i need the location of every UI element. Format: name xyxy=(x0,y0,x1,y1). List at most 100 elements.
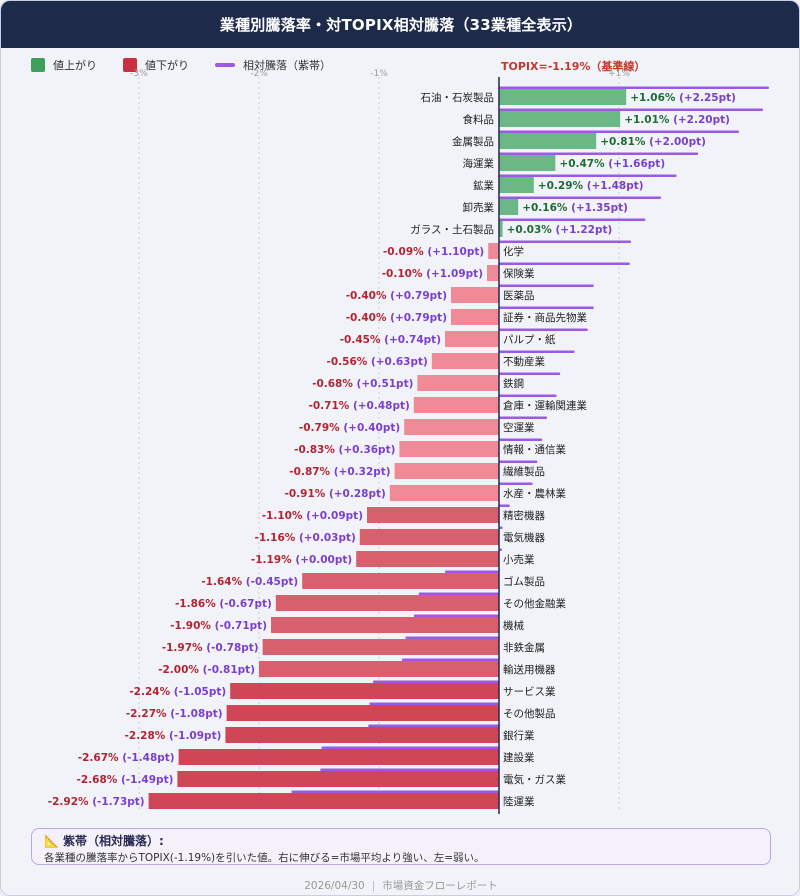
value-label-pct: +1.06% xyxy=(630,92,679,104)
header-bar: 業種別騰落率・対TOPIX相対騰落（33業種全表示） xyxy=(1,1,799,48)
category-label: ゴム製品 xyxy=(503,575,545,588)
value-label-rel: (+2.20pt) xyxy=(673,114,730,126)
value-label-pct: -0.40% xyxy=(346,312,390,324)
value-label-rel: (-0.67pt) xyxy=(219,598,271,610)
data-bar xyxy=(404,419,499,435)
data-bar xyxy=(148,793,499,809)
value-label: -2.68% (-1.49pt) xyxy=(77,774,174,786)
value-label-rel: (+0.36pt) xyxy=(339,444,396,456)
value-label: -1.86% (-0.67pt) xyxy=(175,598,272,610)
category-label: 倉庫・運輸関連業 xyxy=(503,399,587,412)
relative-band xyxy=(499,152,699,155)
x-tick-label: +1% xyxy=(608,69,630,79)
value-label: -0.40% (+0.79pt) xyxy=(346,290,447,302)
value-label-rel: (+2.00pt) xyxy=(649,136,706,148)
value-label-rel: (+0.51pt) xyxy=(357,378,414,390)
data-bar xyxy=(499,155,556,171)
relative-band xyxy=(413,614,499,617)
value-label-rel: (+0.79pt) xyxy=(390,290,447,302)
relative-band xyxy=(499,394,557,397)
data-bar xyxy=(499,111,621,127)
value-label-rel: (-1.08pt) xyxy=(170,708,222,720)
value-label-rel: (-0.81pt) xyxy=(203,664,255,676)
relative-line-icon xyxy=(215,63,235,67)
value-label: -0.79% (+0.40pt) xyxy=(299,422,400,434)
value-label-rel: (-0.71pt) xyxy=(215,620,267,632)
value-label: +1.01% (+2.20pt) xyxy=(624,114,730,126)
data-bar xyxy=(226,705,499,721)
category-label: サービス業 xyxy=(503,685,556,698)
value-label-rel: (-0.45pt) xyxy=(246,576,298,588)
relative-band xyxy=(321,746,499,749)
value-label: -0.56% (+0.63pt) xyxy=(327,356,428,368)
category-label: 情報・通信業 xyxy=(503,443,566,456)
value-label-pct: +0.47% xyxy=(559,158,608,170)
relative-band xyxy=(499,306,594,309)
value-label-pct: -0.83% xyxy=(294,444,338,456)
x-tick-label: -3% xyxy=(130,69,148,79)
value-label: -2.27% (-1.08pt) xyxy=(126,708,223,720)
relative-band xyxy=(499,130,739,133)
legend-up-label: 値上がり xyxy=(53,59,97,72)
value-label-pct: -0.09% xyxy=(383,246,427,258)
value-label: +0.47% (+1.66pt) xyxy=(559,158,665,170)
relative-band xyxy=(401,658,499,661)
value-label-rel: (+1.09pt) xyxy=(426,268,483,280)
category-label: 繊維製品 xyxy=(503,465,545,478)
relative-band xyxy=(368,724,499,727)
value-label: -1.64% (-0.45pt) xyxy=(201,576,298,588)
data-bar xyxy=(413,397,499,413)
relative-band xyxy=(499,328,588,331)
relative-band xyxy=(499,196,661,199)
category-label: 精密機器 xyxy=(503,509,545,522)
value-label-rel: (-1.05pt) xyxy=(174,686,226,698)
data-bar xyxy=(302,573,499,589)
relative-band xyxy=(445,570,499,573)
relative-band xyxy=(499,504,510,507)
value-label-pct: -1.10% xyxy=(262,510,306,522)
value-label: -2.28% (-1.09pt) xyxy=(125,730,222,742)
value-label: -2.24% (-1.05pt) xyxy=(129,686,226,698)
category-label: 証券・商品先物業 xyxy=(503,311,587,324)
value-label-pct: +1.01% xyxy=(624,114,673,126)
data-bar xyxy=(275,595,499,611)
value-label: -0.71% (+0.48pt) xyxy=(309,400,410,412)
value-label-rel: (+0.74pt) xyxy=(384,334,441,346)
value-label-pct: +0.29% xyxy=(538,180,587,192)
value-label-rel: (+0.00pt) xyxy=(295,554,352,566)
value-label-rel: (-1.73pt) xyxy=(92,796,144,808)
note-text: 各業種の騰落率からTOPIX(-1.19%)を引いた値。右に伸びる=市場平均より… xyxy=(44,852,485,864)
relative-band xyxy=(499,438,543,441)
legend-down-label: 値下がり xyxy=(145,59,189,72)
legend-item-relative: 相対騰落（紫帯） xyxy=(215,57,331,73)
value-label-pct: -0.71% xyxy=(309,400,353,412)
data-bar xyxy=(230,683,499,699)
data-bar xyxy=(271,617,499,633)
category-label: 銀行業 xyxy=(503,729,535,742)
category-label: 金属製品 xyxy=(452,135,494,148)
relative-band xyxy=(499,108,763,111)
value-label-pct: -1.90% xyxy=(170,620,214,632)
relative-band xyxy=(499,284,594,287)
data-bar xyxy=(488,243,499,259)
value-label-pct: +0.16% xyxy=(522,202,571,214)
data-bar xyxy=(178,749,499,765)
category-label: 石油・石炭製品 xyxy=(421,91,495,104)
data-bar xyxy=(417,375,499,391)
value-label: -2.67% (-1.48pt) xyxy=(78,752,175,764)
value-label: -0.68% (+0.51pt) xyxy=(312,378,413,390)
footer: 2026/04/30 | 市場資金フローレポート xyxy=(304,880,498,892)
data-bar xyxy=(262,639,499,655)
value-label: -2.00% (-0.81pt) xyxy=(158,664,255,676)
data-bar xyxy=(356,551,499,567)
value-label: +0.03% (+1.22pt) xyxy=(507,224,613,236)
value-label-pct: -1.97% xyxy=(162,642,206,654)
relative-band xyxy=(405,636,499,639)
relative-band xyxy=(499,350,575,353)
data-bar xyxy=(499,199,519,215)
legend-item-down: 値下がり xyxy=(123,57,189,73)
value-label-rel: (+0.09pt) xyxy=(306,510,363,522)
value-label-pct: -2.92% xyxy=(48,796,92,808)
value-label-pct: -0.45% xyxy=(340,334,384,346)
